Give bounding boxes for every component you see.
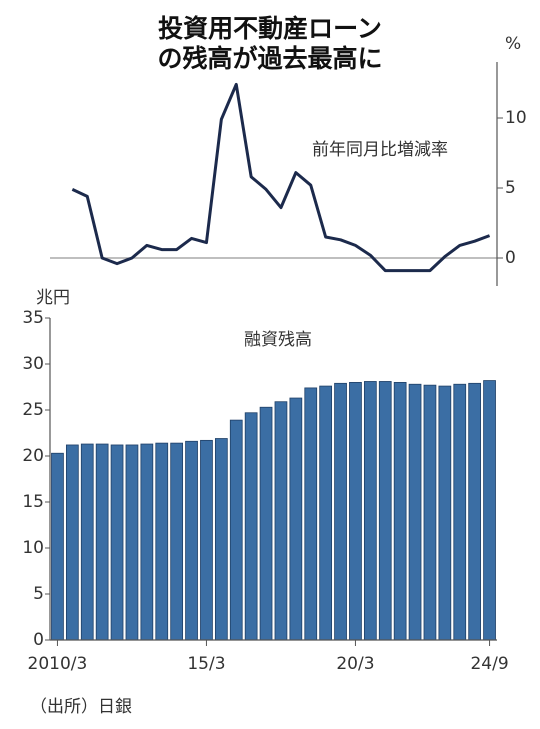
bar [110,444,124,641]
bar [95,443,109,641]
bar [453,383,467,641]
y-tick-label: 10 [22,538,44,558]
bar [229,419,243,641]
source-note: （出所）日銀 [30,697,132,717]
bar [170,442,184,641]
y2-axis-label: % [505,34,521,54]
y2-tick-label: 0 [505,248,516,268]
x-tick-label: 20/3 [336,654,374,674]
bar [349,381,362,641]
y2-tick-label: 10 [505,108,527,128]
line-series [71,82,491,273]
bar [65,444,79,641]
bar [125,444,139,641]
bar [140,443,154,641]
y-tick-label: 0 [33,630,44,650]
y-tick-label: 20 [22,446,44,466]
y-tick-label: 15 [22,492,44,512]
x-tick-label: 2010/3 [28,654,88,674]
y-tick-label: 5 [33,584,44,604]
chart-title: の残高が過去最高に [157,44,382,73]
bar [304,387,318,641]
bar [214,438,228,641]
y-tick-label: 30 [22,354,44,374]
bar [468,382,482,641]
bar [200,439,213,641]
bar [51,452,64,641]
y-tick-label: 35 [22,308,44,328]
bar [319,385,333,641]
bar [244,412,258,641]
bar [393,381,407,641]
bar [289,397,303,641]
x-tick-label: 24/9 [470,654,508,674]
y-tick-label: 25 [22,400,44,420]
bar [378,381,392,641]
line-subtitle: 前年同月比増減率 [312,140,448,160]
bar [259,406,273,641]
chart-title: 投資用不動産ローン [158,14,382,43]
y2-tick-label: 5 [505,178,516,198]
bar [185,440,198,641]
bar [408,383,422,641]
bar [483,380,496,641]
bar [363,381,377,641]
bar [274,401,288,641]
bar [334,382,347,641]
bar [423,384,437,641]
bar [155,442,169,641]
x-tick-label: 15/3 [187,654,225,674]
y-axis-label: 兆円 [36,288,70,308]
bar [80,443,94,641]
bar [438,385,452,641]
bar-subtitle: 融資残高 [244,330,312,350]
